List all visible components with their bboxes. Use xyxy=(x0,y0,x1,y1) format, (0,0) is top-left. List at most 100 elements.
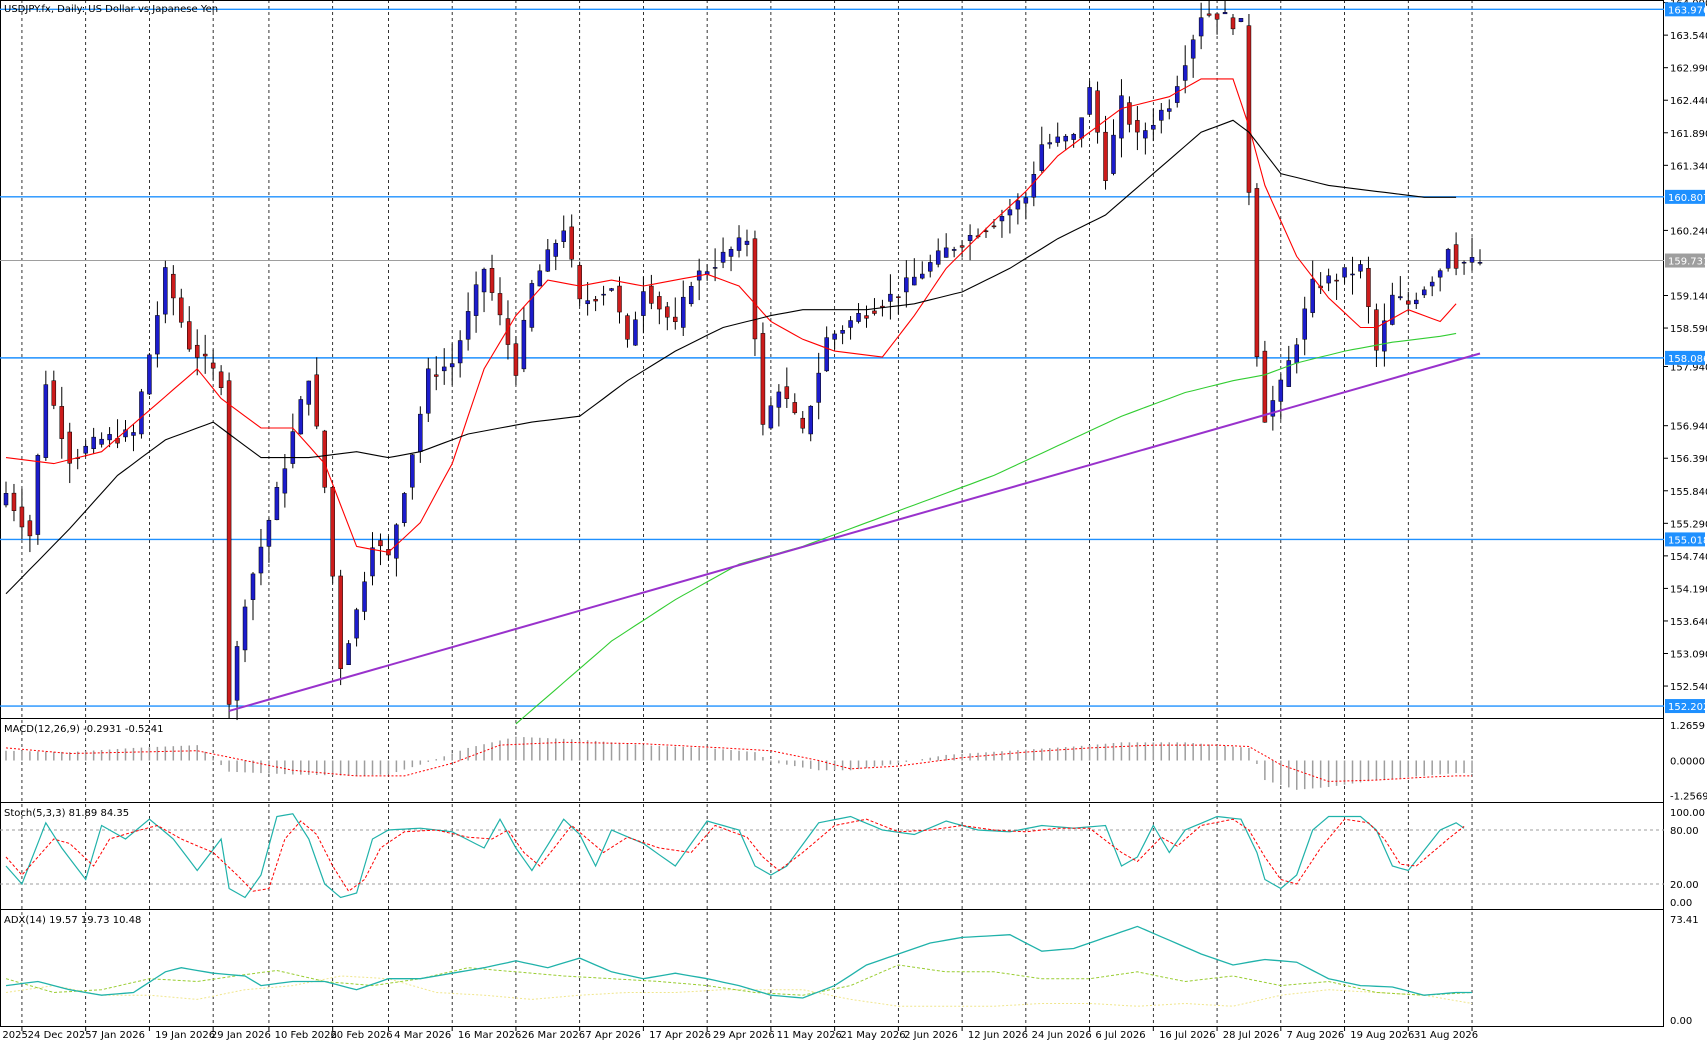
candle-body-147 xyxy=(1174,86,1180,103)
price-tick-label-11: 156.390 xyxy=(1670,454,1707,465)
candle-body-174 xyxy=(1390,294,1395,325)
time-tick-label-14: 21 May 2026 xyxy=(840,1030,905,1041)
candle-body-13 xyxy=(107,434,112,441)
candle-body-89 xyxy=(712,267,718,269)
candle-body-10 xyxy=(83,445,88,454)
price-tick-label-16: 153.640 xyxy=(1670,617,1707,628)
time-tick-label-11: 17 Apr 2026 xyxy=(649,1030,711,1041)
time-tick-label-23: 31 Aug 2026 xyxy=(1414,1030,1478,1041)
level-price-label-4: 152.202 xyxy=(1668,702,1707,713)
candle-body-94 xyxy=(752,238,758,340)
candle-body-2 xyxy=(19,506,25,528)
candle-body-70 xyxy=(561,230,566,242)
candle-body-59 xyxy=(473,284,479,316)
candle-body-69 xyxy=(553,243,559,257)
candle-body-102 xyxy=(816,372,821,403)
candle-body-38 xyxy=(306,380,312,405)
candle-body-74 xyxy=(593,299,598,302)
time-tick-label-9: 26 Mar 2026 xyxy=(522,1030,585,1041)
candle-body-50 xyxy=(402,493,407,523)
candle-body-5 xyxy=(43,384,49,458)
candle-body-35 xyxy=(282,468,288,494)
adx-tick-label-0: 73.41 xyxy=(1670,915,1699,926)
candle-body-114 xyxy=(912,276,917,286)
candle-body-164 xyxy=(1310,278,1315,313)
time-tick-label-22: 19 Aug 2026 xyxy=(1350,1030,1414,1041)
candle-body-84 xyxy=(673,316,678,322)
candle-body-21 xyxy=(171,273,176,299)
candle-body-79 xyxy=(633,319,638,346)
level-price-label-1: 160.807 xyxy=(1668,193,1707,204)
candle-body-17 xyxy=(139,391,144,435)
candle-body-134 xyxy=(1071,134,1076,140)
horizontal-levels xyxy=(0,8,1664,707)
stoch-tick-label-3: 0.00 xyxy=(1670,898,1692,909)
time-tick-label-5: 10 Feb 2026 xyxy=(275,1030,337,1041)
candle-body-32 xyxy=(258,546,264,574)
candle-body-90 xyxy=(720,251,726,263)
candle-body-56 xyxy=(449,363,455,368)
candle-body-68 xyxy=(545,249,551,272)
candle-body-72 xyxy=(577,265,582,300)
candle-body-111 xyxy=(888,293,893,302)
level-price-box-2 xyxy=(1665,350,1705,365)
candle-body-1 xyxy=(11,492,17,511)
price-tick-label-4: 161.890 xyxy=(1670,129,1707,140)
candle-body-136 xyxy=(1087,87,1092,115)
indicator-panes: 1.2659 0.0000 -1.2569 100.00 80.00 20.00 0.00 7… xyxy=(0,721,1707,1027)
stoch-tick-label-1: 80.00 xyxy=(1670,826,1699,837)
candle-body-180 xyxy=(1437,270,1443,278)
macd-signal-line xyxy=(5,741,1472,782)
candle-body-181 xyxy=(1445,249,1451,269)
adx-tick-label-1: 0.00 xyxy=(1670,1016,1692,1027)
time-tick-label-0: 12 Dec 2025 xyxy=(0,1030,28,1041)
candle-body-82 xyxy=(657,296,662,310)
candle-body-99 xyxy=(792,402,798,414)
time-tick-label-4: 29 Jan 2026 xyxy=(211,1030,271,1041)
time-tick-label-3: 19 Jan 2026 xyxy=(155,1030,215,1041)
trendline-layer xyxy=(228,352,1481,712)
candle-body-100 xyxy=(800,417,806,429)
price-tick-label-2: 162.990 xyxy=(1670,64,1707,75)
macd-tick-label-1: 0.0000 xyxy=(1670,757,1705,768)
candle-body-124 xyxy=(991,225,997,228)
time-tick-label-20: 28 Jul 2026 xyxy=(1223,1030,1280,1041)
candle-body-144 xyxy=(1151,124,1156,130)
price-tick-label-12: 155.840 xyxy=(1670,487,1707,498)
candle-body-93 xyxy=(744,240,750,245)
candle-body-49 xyxy=(394,524,399,559)
time-tick-label-10: 7 Apr 2026 xyxy=(585,1030,640,1041)
candle-body-80 xyxy=(641,291,646,316)
candle-body-65 xyxy=(521,319,527,370)
candle-body-98 xyxy=(784,386,790,399)
time-tick-label-8: 16 Mar 2026 xyxy=(458,1030,521,1041)
time-tick-label-15: 2 Jun 2026 xyxy=(904,1030,958,1041)
time-tick-label-12: 29 Apr 2026 xyxy=(713,1030,775,1041)
stoch-label: Stoch(5,3,3) 81.89 84.35 xyxy=(4,808,129,819)
candle-body-105 xyxy=(840,330,845,334)
current-price-box xyxy=(1665,253,1705,268)
candle-body-54 xyxy=(433,374,439,377)
time-tick-label-13: 11 May 2026 xyxy=(777,1030,842,1041)
candle-body-36 xyxy=(290,431,296,464)
candle-body-83 xyxy=(665,306,670,318)
price-tick-label-18: 152.540 xyxy=(1670,682,1707,693)
time-tick-label-17: 24 Jun 2026 xyxy=(1032,1030,1092,1041)
candle-body-142 xyxy=(1135,120,1140,133)
time-tick-label-19: 16 Jul 2026 xyxy=(1159,1030,1216,1041)
candle-body-156 xyxy=(1246,25,1252,193)
candle-body-141 xyxy=(1127,102,1132,125)
candle-body-108 xyxy=(864,315,869,319)
candle-body-43 xyxy=(346,643,351,665)
price-tick-label-5: 161.340 xyxy=(1670,161,1707,172)
candle-body-41 xyxy=(330,486,335,577)
level-price-label-0: 163.976 xyxy=(1668,5,1707,16)
macd-tick-label-0: 1.2659 xyxy=(1670,721,1705,732)
candle-body-64 xyxy=(513,343,519,376)
candle-body-118 xyxy=(943,247,949,258)
ma-line-2 xyxy=(515,332,1457,725)
candle-body-145 xyxy=(1159,109,1164,121)
